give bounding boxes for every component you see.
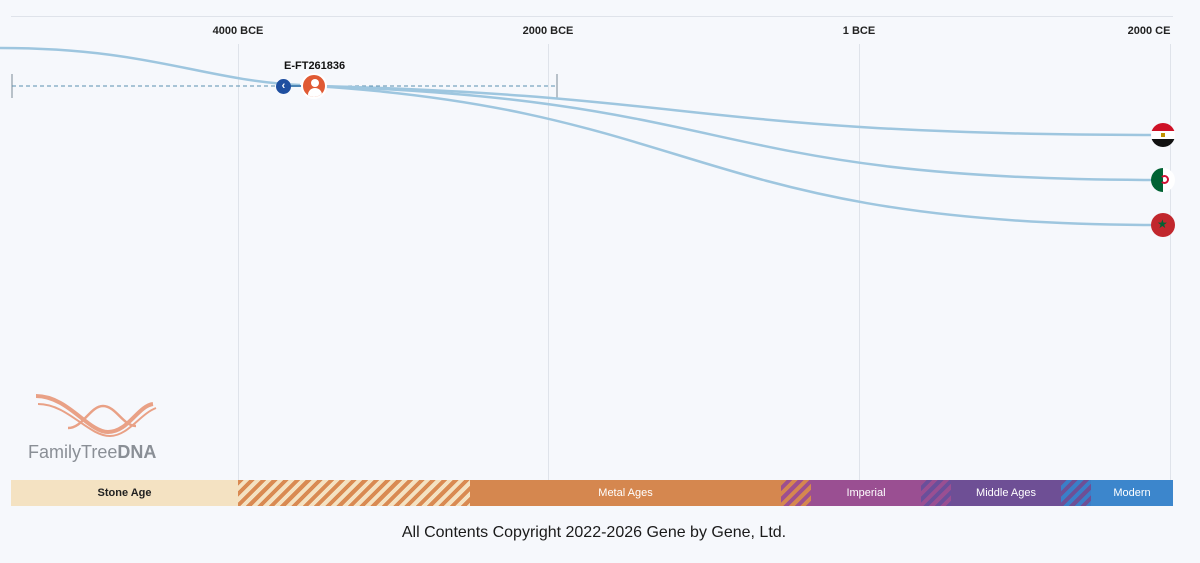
- chevron-left-icon[interactable]: ‹: [276, 79, 291, 94]
- era-metal-ages: Metal Ages: [470, 480, 781, 506]
- person-icon[interactable]: [301, 73, 327, 99]
- axis-tick-1bce: 1 BCE: [842, 25, 876, 37]
- era-middle-ages: Middle Ages: [951, 480, 1061, 506]
- branch-line-morocco: [313, 84, 1161, 227]
- gridline-2000ce: [1170, 44, 1171, 480]
- gridline-1bce: [859, 44, 860, 480]
- egypt-flag-icon[interactable]: [1151, 123, 1175, 147]
- axis-tick-4000bce: 4000 BCE: [212, 25, 264, 37]
- era-bar: Stone Age Metal Ages Imperial Middle Age…: [11, 480, 1173, 506]
- branch-line-egypt: [313, 84, 1161, 137]
- era-modern: Modern: [1091, 480, 1173, 506]
- copyright-footer: All Contents Copyright 2022-2026 Gene by…: [401, 524, 787, 541]
- parent-branch-line: [0, 46, 301, 87]
- haplogroup-node-label[interactable]: E-FT261836: [284, 60, 346, 72]
- chart-top-border: [11, 16, 1173, 17]
- familytreedna-logo: FamilyTreeDNA: [28, 392, 178, 467]
- era-imperial: Imperial: [811, 480, 921, 506]
- axis-tick-2000bce: 2000 BCE: [522, 25, 574, 37]
- branch-line-algeria: [313, 84, 1161, 182]
- era-stone-age: Stone Age: [11, 480, 238, 506]
- era-transition-middle-modern: [1061, 480, 1091, 506]
- dna-helix-icon: [35, 394, 157, 438]
- gridline-2000bce: [548, 44, 549, 480]
- era-transition-metal-imperial: [781, 480, 811, 506]
- logo-text: FamilyTreeDNA: [28, 442, 157, 462]
- era-transition-stone-metal: [238, 480, 470, 506]
- era-transition-imperial-middle: [921, 480, 951, 506]
- morocco-flag-icon[interactable]: ★: [1151, 213, 1175, 237]
- axis-tick-2000ce: 2000 CE: [1127, 25, 1171, 37]
- gridline-4000bce: [238, 44, 239, 480]
- algeria-flag-icon[interactable]: [1151, 168, 1175, 192]
